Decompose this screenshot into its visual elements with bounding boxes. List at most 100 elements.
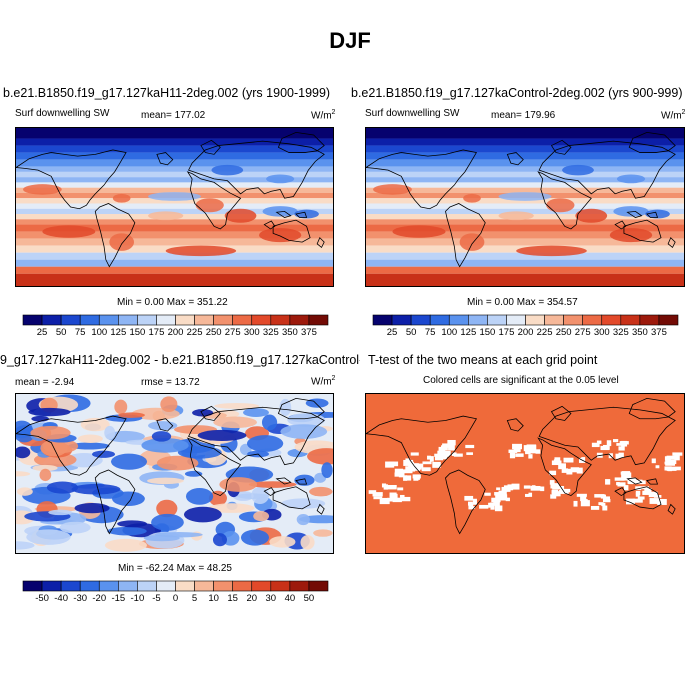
colorbar-tick-label: 325 [613, 327, 629, 338]
colorbar-swatch [620, 314, 641, 326]
colorbar-swatch [544, 314, 564, 326]
colorbar-tick-label: 125 [460, 327, 476, 338]
colorbar-tick-label: -30 [73, 593, 87, 604]
colorbar-swatch [468, 314, 488, 326]
colorbar-swatch [60, 580, 81, 592]
colorbar-swatch [79, 314, 100, 326]
field-map-top-right [366, 128, 684, 286]
colorbar-swatch [232, 314, 253, 326]
colorbar-swatch [98, 314, 119, 326]
colorbar-swatch [563, 314, 583, 326]
colorbar-swatch [289, 580, 310, 592]
colorbar-swatch [289, 314, 310, 326]
mean-label-bottom-left: mean = -2.94 [15, 377, 75, 388]
colorbar-swatch [79, 580, 100, 592]
colorbar-tick-label: 5 [192, 593, 197, 604]
colorbar-tick-label: 150 [129, 327, 145, 338]
colorbar-swatch [487, 314, 507, 326]
colorbar-swatch [232, 580, 253, 592]
colorbar-tick-label: 15 [227, 593, 238, 604]
colorbar-tick-label: 300 [594, 327, 610, 338]
colorbar-tick-label: 350 [632, 327, 648, 338]
colorbar-tick-label: -40 [54, 593, 68, 604]
colorbar-tick-label: -50 [35, 593, 49, 604]
difference-map [16, 394, 333, 553]
map-bottom-left [15, 393, 334, 554]
colorbar-tick-label: 275 [225, 327, 241, 338]
colorbar-bottom-left: -50 -40 -30 -20 -15 -10 -5 0 5 10 15 20 30 40 50 [22, 580, 329, 604]
colorbar-tick-label: 350 [282, 327, 298, 338]
colorbar-tick-label: 375 [301, 327, 317, 338]
colorbar-tick-label: 25 [37, 327, 48, 338]
units-label-top-left: W/m2 [311, 109, 336, 122]
colorbar-tick-label: 175 [499, 327, 515, 338]
panel-title-top-left: b.e21.B1850.f19_g17.127kaH11-2deg.002 (y… [3, 86, 331, 100]
units-label-bottom-left: W/m2 [311, 375, 336, 388]
colorbar-swatch [118, 580, 138, 592]
colorbar-swatch [410, 314, 431, 326]
colorbar-tick-label: 250 [556, 327, 572, 338]
mean-label-top-right: mean= 179.96 [491, 110, 556, 121]
colorbar-tick-label: 225 [537, 327, 553, 338]
colorbar-swatch [270, 580, 291, 592]
colorbar-tick-label: 200 [518, 327, 534, 338]
colorbar-top-left: 25 50 75 100 125 150 175 200 225 250 275 300 325 350 3… [22, 314, 329, 338]
colorbar-swatch [391, 314, 412, 326]
colorbar-swatch [506, 314, 526, 326]
colorbar-swatch [22, 314, 43, 326]
colorbar-swatch [213, 314, 233, 326]
colorbar-swatch [175, 580, 195, 592]
coastline-layer [16, 131, 325, 268]
colorbar-tick-label: 10 [208, 593, 219, 604]
colorbar-tick-label: 0 [173, 593, 178, 604]
colorbar-tick-label: 20 [246, 593, 257, 604]
colorbar-tick-label: 375 [651, 327, 667, 338]
colorbar-swatch [194, 580, 214, 592]
coastline-layer [366, 398, 676, 535]
colorbar-tick-label: 40 [285, 593, 296, 604]
colorbar-tick-label: 275 [575, 327, 591, 338]
colorbar-tick-label: 250 [206, 327, 222, 338]
colorbar-tick-label: 175 [149, 327, 165, 338]
colorbar-swatch [41, 314, 62, 326]
field-map-top-left [16, 128, 333, 286]
panel-title-top-right: b.e21.B1850.f19_g17.127kaControl-2deg.00… [351, 86, 683, 100]
colorbar-tick-label: 75 [425, 327, 436, 338]
colorbar-tick-label: 75 [75, 327, 86, 338]
colorbar-tick-label: 50 [56, 327, 67, 338]
colorbar-swatch [429, 314, 450, 326]
coastline-layer [366, 131, 676, 268]
map-top-right [365, 127, 685, 287]
colorbar-swatch [22, 580, 43, 592]
colorbar-tick-label: 125 [110, 327, 126, 338]
colorbar-tick-label: 30 [266, 593, 277, 604]
colorbar-swatch [60, 314, 81, 326]
colorbar-tick-label: 25 [387, 327, 398, 338]
map-top-left [15, 127, 334, 287]
mean-label-top-left: mean= 177.02 [141, 110, 206, 121]
colorbar-tick-label: 225 [187, 327, 203, 338]
colorbar-swatch [639, 314, 660, 326]
colorbar-tick-label: 200 [168, 327, 184, 338]
colorbar-swatch [118, 314, 138, 326]
colorbar-swatch [308, 580, 329, 592]
coastline-layer [16, 398, 325, 535]
units-label-top-right: W/m2 [661, 109, 686, 122]
colorbar-tick-label: 100 [441, 327, 457, 338]
colorbar-tick-label: -10 [131, 593, 145, 604]
colorbar-swatch [448, 314, 469, 326]
colorbar-tick-label: -15 [111, 593, 125, 604]
figure-title: DJF [329, 28, 371, 53]
variable-label-top-left: Surf downwelling SW [15, 108, 110, 119]
colorbar-tick-label: 150 [479, 327, 495, 338]
colorbar-swatch [582, 314, 603, 326]
subtitle-bottom-right: Colored cells are significant at the 0.0… [423, 375, 619, 386]
colorbar-swatch [601, 314, 622, 326]
significance-map [366, 394, 684, 553]
colorbar-swatch [137, 314, 157, 326]
colorbar-tick-label: 50 [406, 327, 417, 338]
colorbar-tick-label: 300 [244, 327, 260, 338]
panel-title-bottom-left: 9_g17.127kaH11-2deg.002 - b.e21.B1850.f1… [0, 353, 360, 367]
colorbar-tick-label: 100 [91, 327, 107, 338]
colorbar-swatch [137, 580, 157, 592]
